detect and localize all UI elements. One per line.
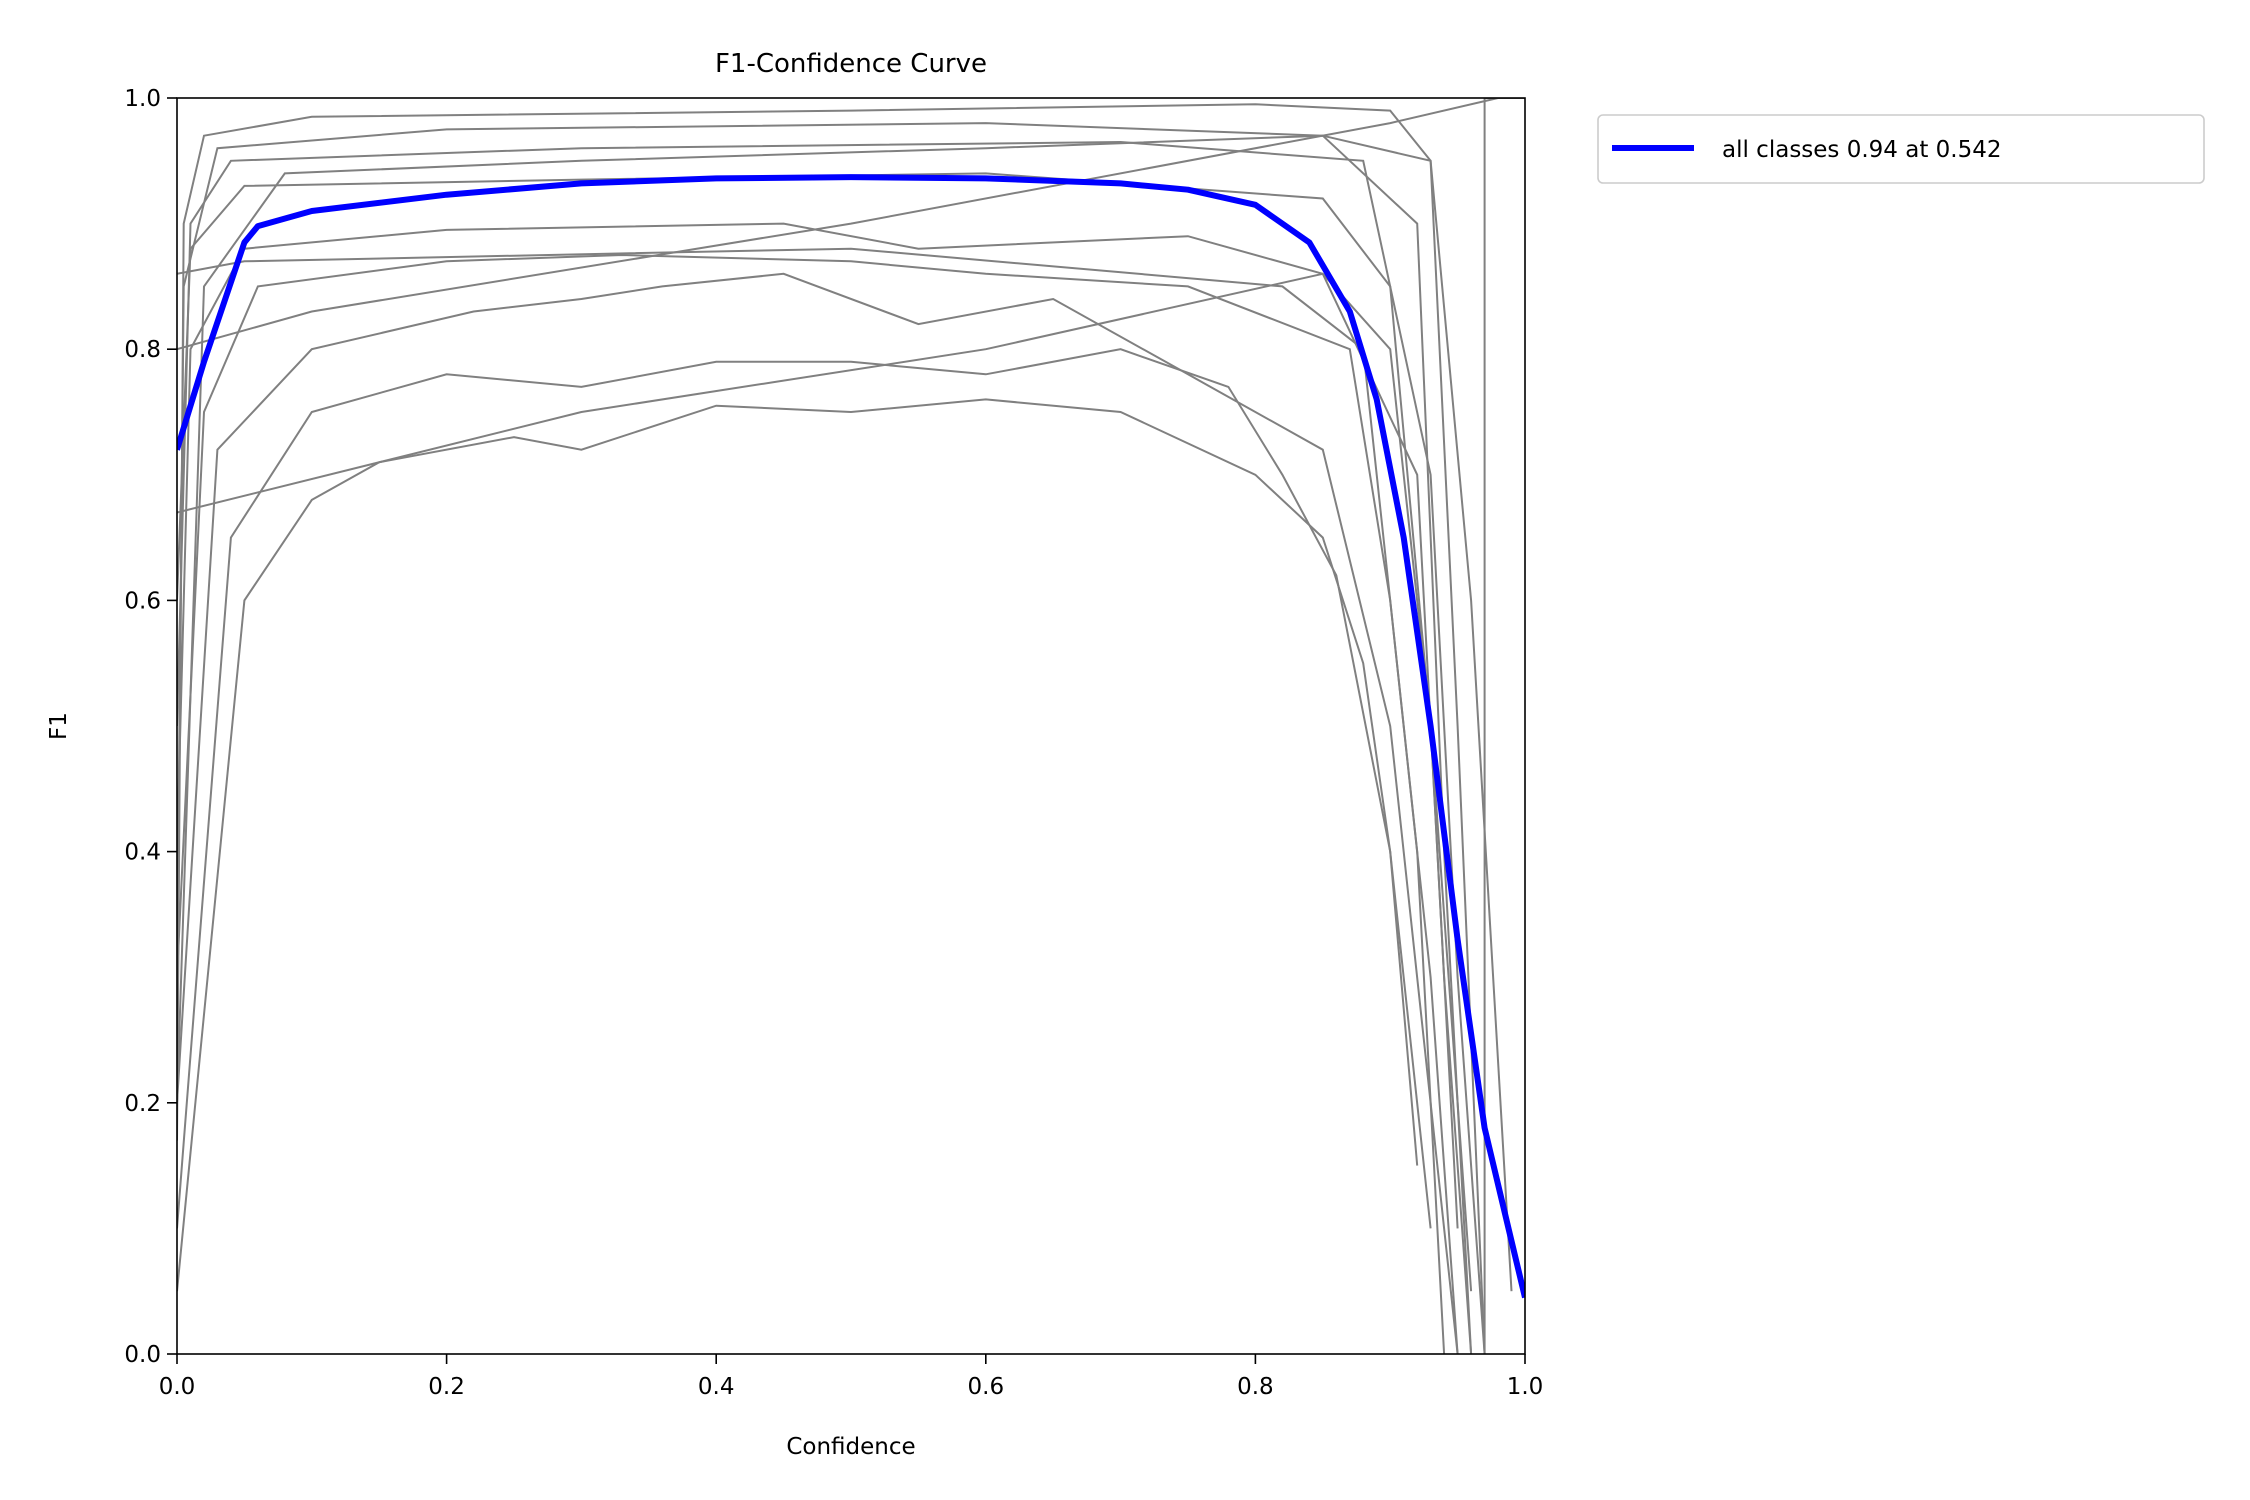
plot-frame xyxy=(176,97,1526,1355)
x-tick-label: 0.6 xyxy=(968,1374,1005,1400)
y-tick-label: 0.2 xyxy=(124,1091,161,1117)
class-curve-8 xyxy=(177,398,1419,1292)
y-tick-label: 0.8 xyxy=(124,337,161,363)
class-curve-2 xyxy=(177,140,1486,1354)
chart-title: F1-Confidence Curve xyxy=(715,49,987,79)
class-curve-4 xyxy=(177,222,1473,1354)
class-curve-12 xyxy=(1483,98,1525,1354)
x-axis-label: Confidence xyxy=(786,1434,915,1460)
class-curve-13 xyxy=(177,134,1513,1292)
x-tick-label: 0.2 xyxy=(428,1374,465,1400)
x-tick-label: 0.8 xyxy=(1237,1374,1274,1400)
legend-label: all classes 0.94 at 0.542 xyxy=(1722,137,2002,163)
y-axis-label: F1 xyxy=(46,712,72,740)
class-curve-7 xyxy=(177,348,1432,1229)
legend: all classes 0.94 at 0.542 xyxy=(1597,114,2205,184)
x-tick-label: 0.0 xyxy=(159,1374,196,1400)
class-curve-6 xyxy=(177,272,1459,1354)
series-line-all-classes xyxy=(177,174,1525,1299)
x-tick-label: 1.0 xyxy=(1507,1374,1544,1400)
y-tick-label: 0.0 xyxy=(124,1342,161,1368)
class-curve-0 xyxy=(177,103,1486,1354)
class-curve-3 xyxy=(177,172,1473,1292)
class-curve-11 xyxy=(177,98,1499,351)
legend-box xyxy=(1597,114,2205,184)
x-tick-label: 0.4 xyxy=(698,1374,735,1400)
y-axis-ticks: 0.0 0.2 0.4 0.6 0.8 1.0 xyxy=(124,86,177,1368)
class-curve-1 xyxy=(177,122,1473,1354)
y-tick-label: 0.6 xyxy=(124,588,161,614)
main-series xyxy=(177,174,1525,1299)
y-tick-label: 1.0 xyxy=(124,86,161,112)
y-tick-label: 0.4 xyxy=(124,840,161,866)
class-curve-10 xyxy=(177,247,1446,1354)
x-axis-ticks: 0.0 0.2 0.4 0.6 0.8 1.0 xyxy=(159,1354,1544,1400)
